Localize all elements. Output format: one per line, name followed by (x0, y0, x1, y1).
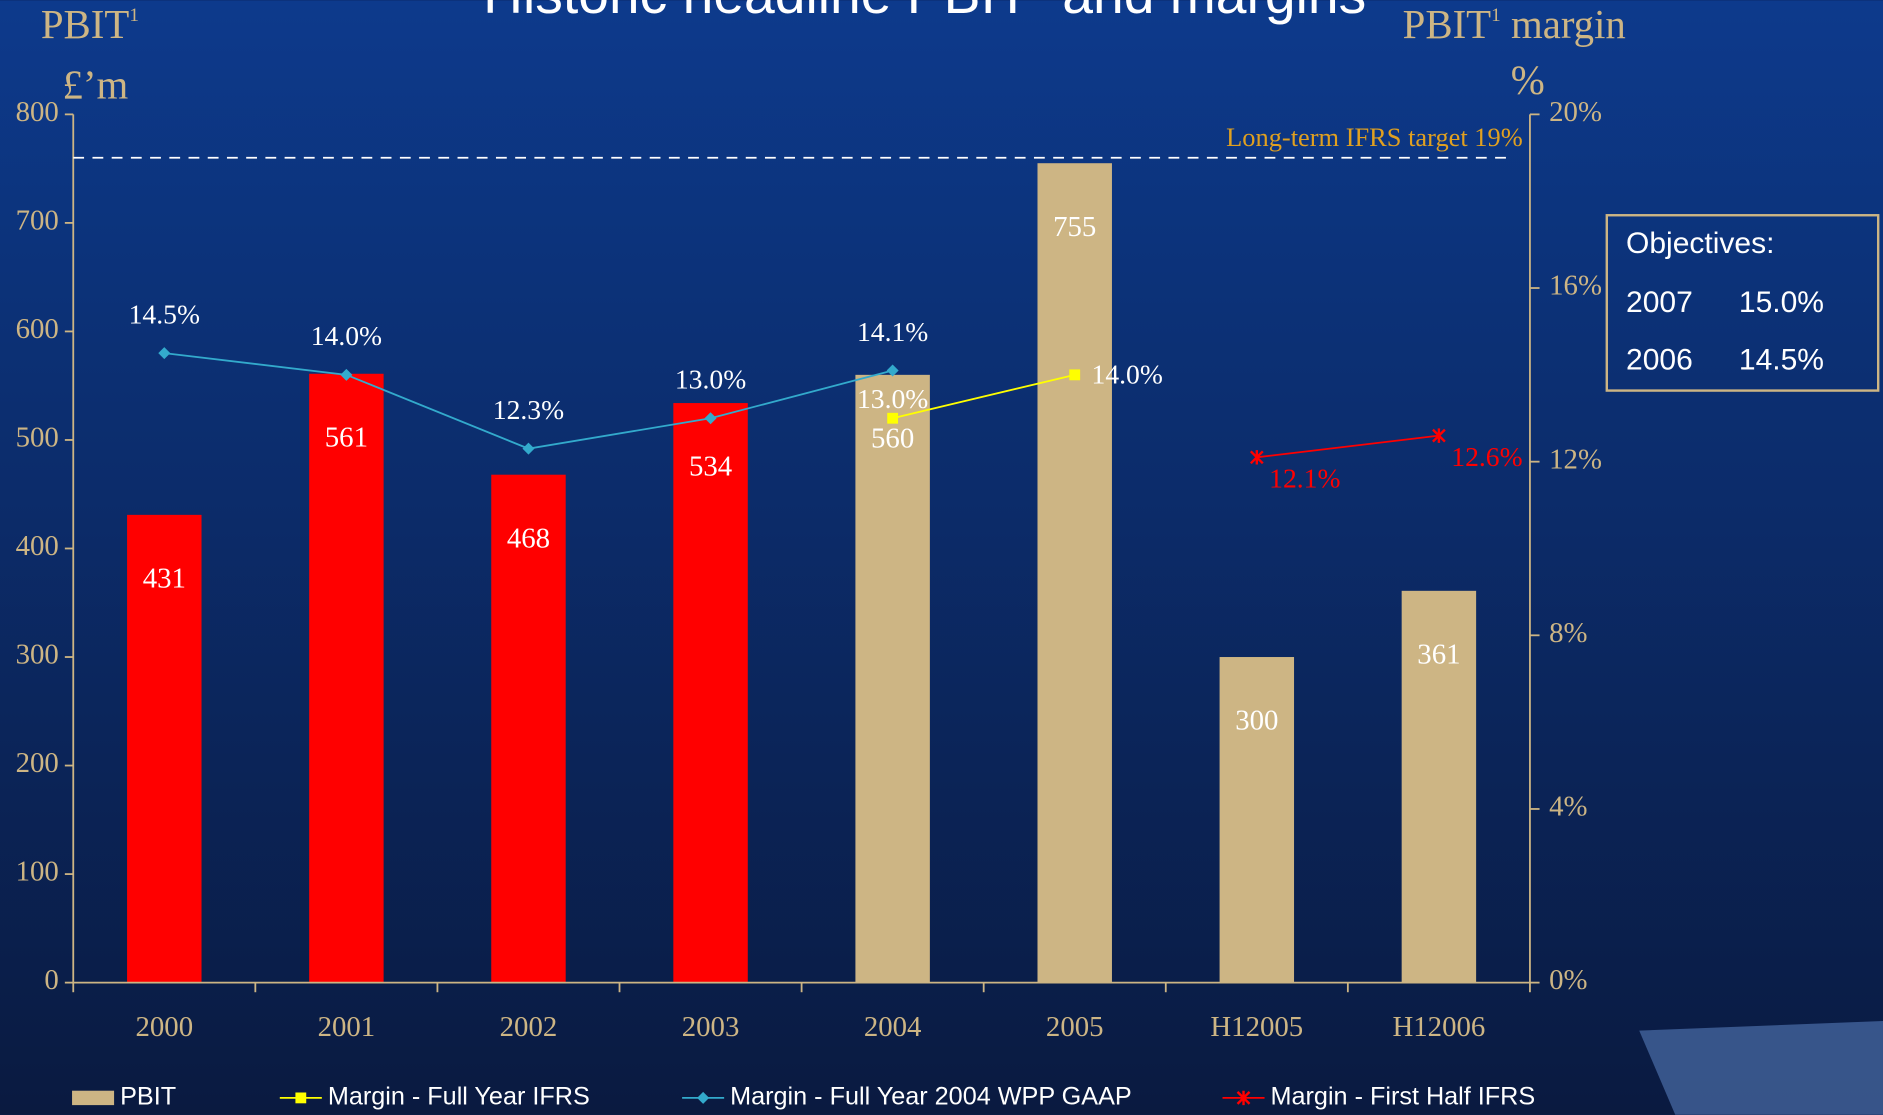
objective-value: 14.5% (1739, 344, 1824, 377)
y-axis-unit: £’m (62, 63, 128, 108)
x-tick-label: 2000 (135, 1011, 193, 1043)
y-tick-label: 100 (16, 856, 59, 888)
bar-value-label: 755 (1053, 211, 1096, 243)
marker-diamond (697, 1091, 710, 1104)
margin-line (892, 373, 1075, 420)
y-axis-label: PBIT1 (41, 2, 139, 47)
margin-label: 13.0% (675, 364, 746, 395)
chart-title: Historic headline PBIT1 and margins (483, 0, 1366, 24)
y2-tick-label: 16% (1549, 270, 1602, 302)
bar-value-label: 534 (689, 451, 732, 483)
marker-diamond (158, 347, 171, 360)
marker-diamond (886, 364, 899, 377)
y-tick-label: 700 (16, 205, 59, 237)
bar (1219, 657, 1295, 983)
y2-tick-label: 0% (1549, 964, 1587, 996)
marker-star (1432, 428, 1446, 443)
objectives-title: Objectives: (1626, 227, 1774, 260)
objectives-frame (1605, 214, 1880, 392)
legend-label: Margin - First Half IFRS (1271, 1083, 1536, 1111)
marker-square (887, 412, 899, 424)
y2-axis-label: PBIT1 margin (1403, 2, 1626, 47)
margin-label: 14.0% (311, 320, 382, 351)
legend-label: PBIT (120, 1083, 176, 1111)
bar-value-label: 300 (1235, 705, 1278, 737)
legend-label: Margin - Full Year IFRS (328, 1083, 590, 1111)
bar-value-label: 560 (871, 423, 914, 455)
y2-tick-label: 8% (1549, 617, 1587, 649)
marker-diamond (340, 368, 353, 381)
y-tick-label: 500 (16, 422, 59, 454)
bar (309, 373, 384, 983)
x-tick-label: 2004 (864, 1011, 922, 1043)
legend-label: Margin - Full Year 2004 WPP GAAP (730, 1083, 1132, 1111)
margin-label: 12.6% (1451, 441, 1522, 472)
y2-tick-label: 4% (1549, 791, 1587, 823)
bar (673, 403, 748, 983)
bar-value-label: 361 (1417, 638, 1460, 670)
objectives-box: Objectives: 2007 15.0% 2006 14.5% (1605, 214, 1880, 392)
margin-label: 14.0% (1092, 359, 1163, 390)
margin-label: 12.1% (1269, 463, 1340, 494)
bar-value-label: 431 (143, 563, 186, 595)
objective-value: 15.0% (1739, 286, 1824, 319)
x-tick-label: H12005 (1210, 1011, 1303, 1043)
x-tick-label: 2005 (1046, 1011, 1104, 1043)
x-tick-label: 2003 (682, 1011, 740, 1043)
objective-year: 2007 (1626, 286, 1693, 319)
bar (855, 374, 930, 983)
y2-axis-unit: % (1511, 58, 1545, 103)
bar (127, 514, 202, 983)
margin-label: 14.1% (857, 316, 928, 347)
margin-label: 13.0% (857, 383, 928, 414)
bar-value-label: 561 (325, 421, 368, 453)
marker-star (1249, 450, 1264, 465)
y-tick-label: 600 (16, 313, 59, 345)
marker-diamond (704, 412, 717, 425)
corner-decoration (1639, 1021, 1883, 1115)
y-tick-label: 0 (44, 964, 58, 996)
x-tick-label: 2001 (318, 1011, 376, 1043)
bar (1037, 163, 1112, 983)
y-tick-label: 400 (16, 530, 59, 562)
margin-label: 12.3% (493, 394, 564, 425)
y-tick-label: 200 (16, 747, 59, 779)
legend-swatch (72, 1090, 115, 1106)
y2-tick-label: 12% (1549, 443, 1602, 475)
marker-diamond (522, 442, 535, 455)
marker-star (1236, 1090, 1251, 1106)
bar-value-label: 468 (507, 522, 550, 554)
target-label: Long-term IFRS target 19% (1226, 122, 1523, 152)
marker-square (295, 1092, 307, 1104)
x-tick-label: H12006 (1392, 1011, 1485, 1043)
marker-square (1069, 369, 1081, 381)
margin-line (1256, 434, 1440, 459)
bar (1401, 590, 1477, 983)
y-tick-label: 800 (16, 96, 59, 128)
margin-label: 14.5% (129, 298, 200, 329)
x-tick-label: 2002 (500, 1011, 558, 1043)
y-tick-label: 300 (16, 639, 59, 671)
y2-tick-label: 20% (1549, 96, 1602, 128)
bar (491, 474, 566, 983)
objective-year: 2006 (1626, 344, 1693, 377)
